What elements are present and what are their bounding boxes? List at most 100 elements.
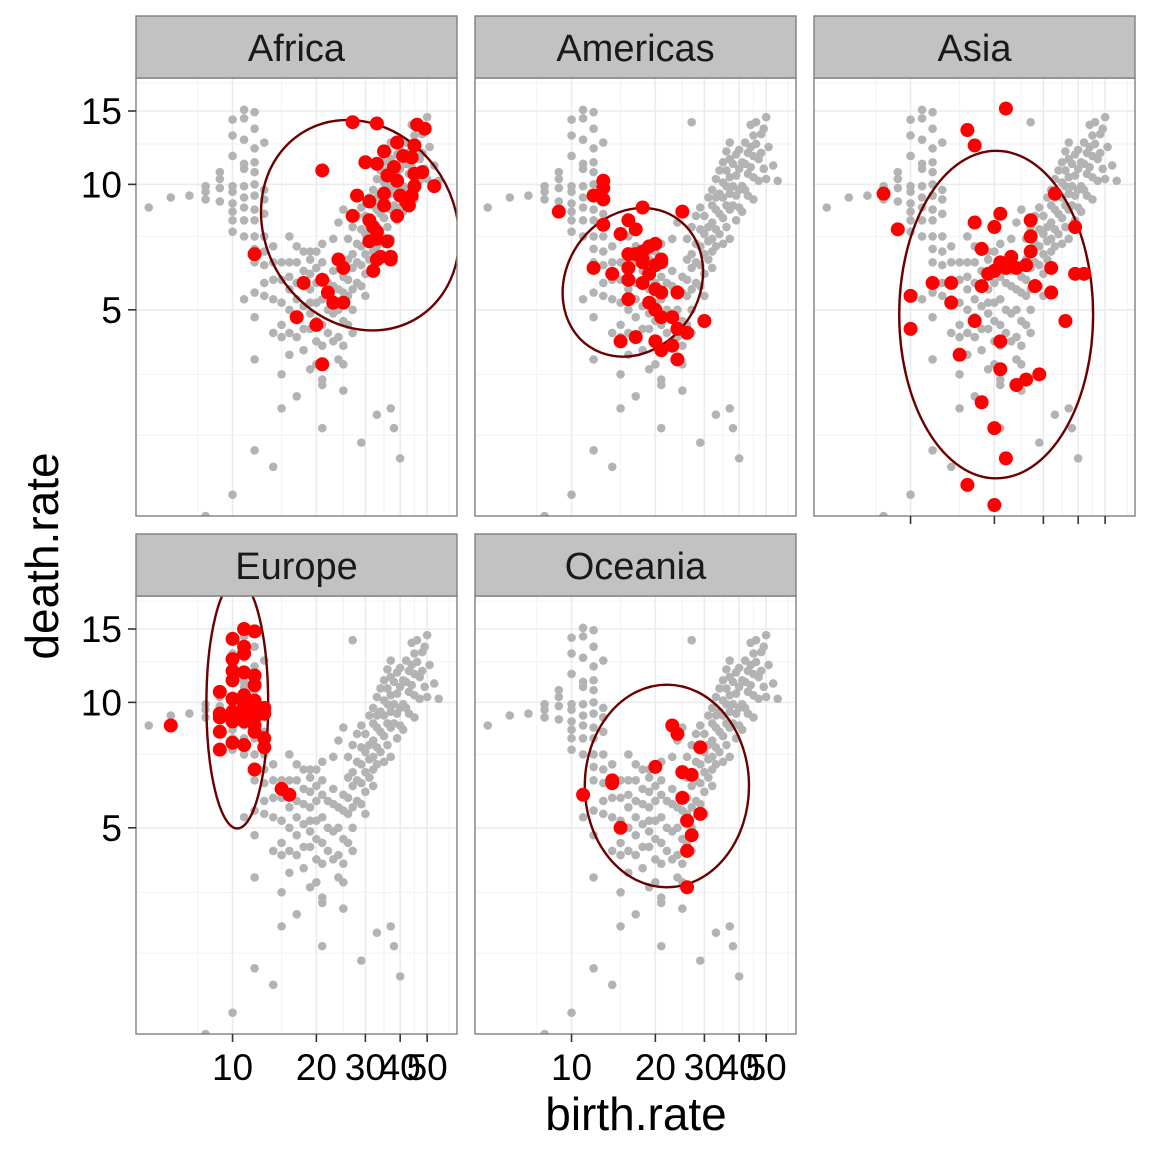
background-point	[893, 183, 903, 193]
background-point	[737, 725, 747, 734]
highlight-point	[596, 181, 611, 196]
background-point	[928, 215, 937, 225]
background-point	[917, 135, 927, 144]
background-point	[578, 812, 588, 822]
background-point	[746, 680, 755, 690]
background-point	[567, 669, 576, 679]
background-point	[259, 809, 269, 819]
background-point	[607, 462, 617, 472]
background-point	[285, 350, 294, 360]
background-point	[983, 255, 993, 264]
background-point	[906, 207, 915, 216]
background-point	[731, 171, 741, 180]
background-point	[268, 812, 278, 822]
background-point	[700, 787, 709, 797]
highlight-point	[315, 163, 330, 178]
background-point	[328, 266, 338, 276]
background-point	[1064, 234, 1074, 244]
background-point	[1039, 211, 1048, 221]
background-point	[687, 635, 696, 645]
background-point	[990, 278, 999, 288]
background-point	[250, 144, 259, 153]
background-point	[343, 793, 353, 803]
background-point	[144, 203, 154, 212]
background-point	[239, 203, 249, 212]
facet-strip	[135, 533, 458, 597]
background-point	[707, 752, 717, 762]
background-point	[754, 176, 763, 186]
background-point	[268, 760, 278, 769]
background-point	[970, 332, 980, 342]
background-point	[718, 213, 728, 223]
background-point	[348, 740, 357, 750]
x-tick-label: 20	[635, 1047, 676, 1088]
background-point	[578, 682, 588, 692]
background-point	[731, 215, 741, 225]
background-point	[579, 517, 588, 526]
x-tick-label: 40	[380, 1047, 421, 1088]
background-point	[422, 630, 432, 640]
highlight-point	[684, 828, 699, 843]
highlight-point	[998, 451, 1013, 466]
background-point	[589, 625, 598, 635]
background-point	[656, 941, 666, 951]
background-point	[410, 649, 419, 658]
highlight-point	[944, 275, 959, 290]
background-point	[734, 682, 744, 692]
background-point	[728, 677, 738, 687]
highlight-point	[225, 714, 240, 729]
background-point	[376, 747, 385, 757]
background-point	[317, 239, 327, 249]
background-point	[356, 260, 366, 270]
highlight-point	[358, 155, 373, 170]
background-point	[756, 666, 766, 676]
highlight-point	[876, 186, 891, 201]
background-point	[540, 195, 549, 204]
facet-panel-africa: Africa 5 10 15	[81, 15, 458, 517]
background-point	[361, 291, 370, 301]
y-tick-label: 5	[101, 808, 122, 849]
background-point	[379, 731, 389, 741]
background-point	[734, 145, 744, 155]
background-point	[239, 181, 249, 191]
background-point	[937, 195, 947, 204]
highlight-point	[903, 321, 918, 336]
background-point	[201, 1029, 210, 1034]
background-point	[725, 404, 735, 413]
highlight-point	[998, 260, 1013, 275]
background-point	[695, 760, 705, 769]
background-point	[1026, 328, 1035, 338]
highlight-point	[944, 547, 958, 561]
background-point	[598, 291, 608, 301]
background-point	[339, 904, 348, 913]
background-point	[483, 203, 493, 212]
background-point	[937, 291, 947, 301]
background-point	[567, 199, 576, 208]
background-point	[348, 284, 357, 294]
highlight-point	[605, 266, 620, 281]
background-point	[656, 812, 666, 822]
background-point	[1061, 147, 1070, 156]
background-point	[305, 787, 315, 797]
highlight-point	[680, 843, 695, 858]
highlight-point	[212, 684, 227, 699]
highlight-point	[225, 691, 240, 706]
background-point	[185, 191, 194, 200]
background-point	[292, 294, 302, 304]
background-point	[718, 675, 728, 685]
background-point	[312, 337, 321, 346]
background-point	[711, 410, 721, 420]
background-point	[906, 131, 915, 140]
background-point	[356, 778, 366, 788]
highlight-point	[225, 631, 240, 646]
background-point	[616, 922, 625, 931]
background-point	[410, 713, 419, 722]
background-point	[277, 838, 286, 848]
highlight-point	[903, 288, 918, 303]
background-point	[285, 823, 294, 833]
background-point	[312, 796, 321, 806]
background-point	[505, 711, 515, 720]
background-point	[292, 760, 302, 769]
background-point	[305, 842, 315, 852]
background-point	[305, 827, 315, 836]
